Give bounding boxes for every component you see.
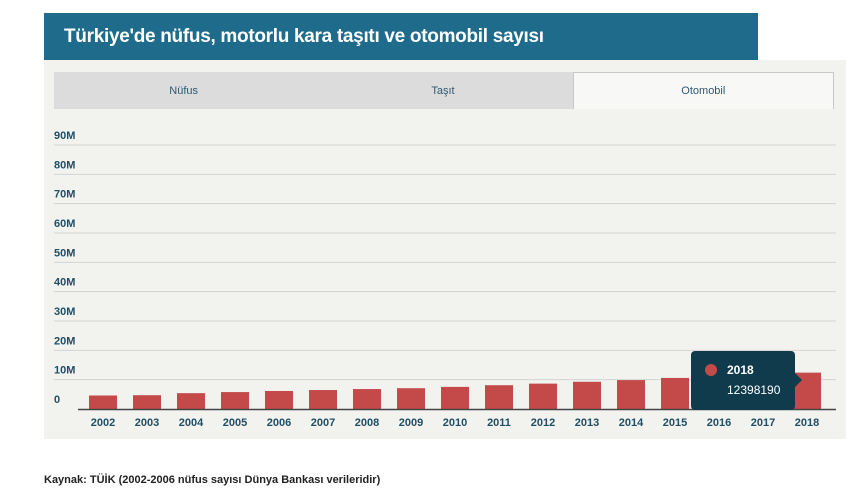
tab-nufus[interactable]: Nüfus — [169, 84, 199, 97]
bar[interactable] — [133, 395, 161, 409]
y-tick-label: 50M — [54, 247, 75, 259]
y-tick-label: 40M — [54, 277, 75, 289]
bar[interactable] — [177, 393, 205, 409]
x-tick-label: 2004 — [179, 417, 204, 429]
bar[interactable] — [353, 389, 381, 409]
bar[interactable] — [397, 388, 425, 409]
bar[interactable] — [485, 385, 513, 409]
bar[interactable] — [309, 390, 337, 409]
chart-title: Türkiye'de nüfus, motorlu kara taşıtı ve… — [64, 26, 544, 47]
x-tick-label: 2013 — [575, 417, 599, 429]
x-tick-label: 2009 — [399, 417, 423, 429]
x-tick-label: 2018 — [795, 417, 819, 429]
x-tick-label: 2016 — [707, 417, 731, 429]
chart-panel: Nüfus Taşıt Otomobil — [44, 60, 846, 439]
tab-bar: Nüfus Taşıt Otomobil — [54, 72, 834, 109]
x-tick-label: 2007 — [311, 417, 335, 429]
bar[interactable] — [617, 380, 645, 409]
bar[interactable] — [661, 377, 689, 409]
bar[interactable] — [265, 390, 293, 409]
series-dot-icon — [705, 364, 717, 376]
x-tick-label: 2012 — [531, 417, 555, 429]
y-tick-label: 30M — [54, 306, 75, 318]
x-tick-label: 2015 — [663, 417, 687, 429]
tooltip-year: 2018 — [727, 363, 754, 377]
x-tick-label: 2003 — [135, 417, 159, 429]
y-tick-label: 10M — [54, 365, 75, 377]
y-tick-label: 0 — [54, 394, 60, 406]
tab-tasit[interactable]: Taşıt — [431, 84, 455, 97]
y-tick-label: 60M — [54, 218, 75, 230]
tab-otomobil[interactable]: Otomobil — [572, 72, 834, 109]
bar[interactable] — [573, 381, 601, 409]
tooltip-arrow — [795, 373, 802, 387]
x-tick-label: 2006 — [267, 417, 291, 429]
x-tick-label: 2010 — [443, 417, 467, 429]
x-tick-label: 2005 — [223, 417, 247, 429]
y-tick-label: 20M — [54, 335, 75, 347]
x-tick-label: 2002 — [91, 417, 115, 429]
tooltip: 2018 12398190 — [691, 351, 802, 410]
bar[interactable] — [441, 386, 469, 409]
x-tick-label: 2017 — [751, 417, 775, 429]
tooltip-value: 12398190 — [727, 383, 781, 397]
title-bar: Türkiye'de nüfus, motorlu kara taşıtı ve… — [44, 13, 758, 60]
x-tick-label: 2008 — [355, 417, 379, 429]
bar[interactable] — [529, 383, 557, 409]
x-tick-label: 2011 — [487, 417, 511, 429]
bar[interactable] — [89, 395, 117, 409]
y-tick-label: 70M — [54, 189, 75, 201]
bar[interactable] — [221, 392, 249, 409]
x-tick-label: 2014 — [619, 417, 644, 429]
y-tick-label: 80M — [54, 159, 75, 171]
y-tick-label: 90M — [54, 130, 75, 142]
source-note: Kaynak: TÜİK (2002-2006 nüfus sayısı Dün… — [44, 474, 381, 486]
